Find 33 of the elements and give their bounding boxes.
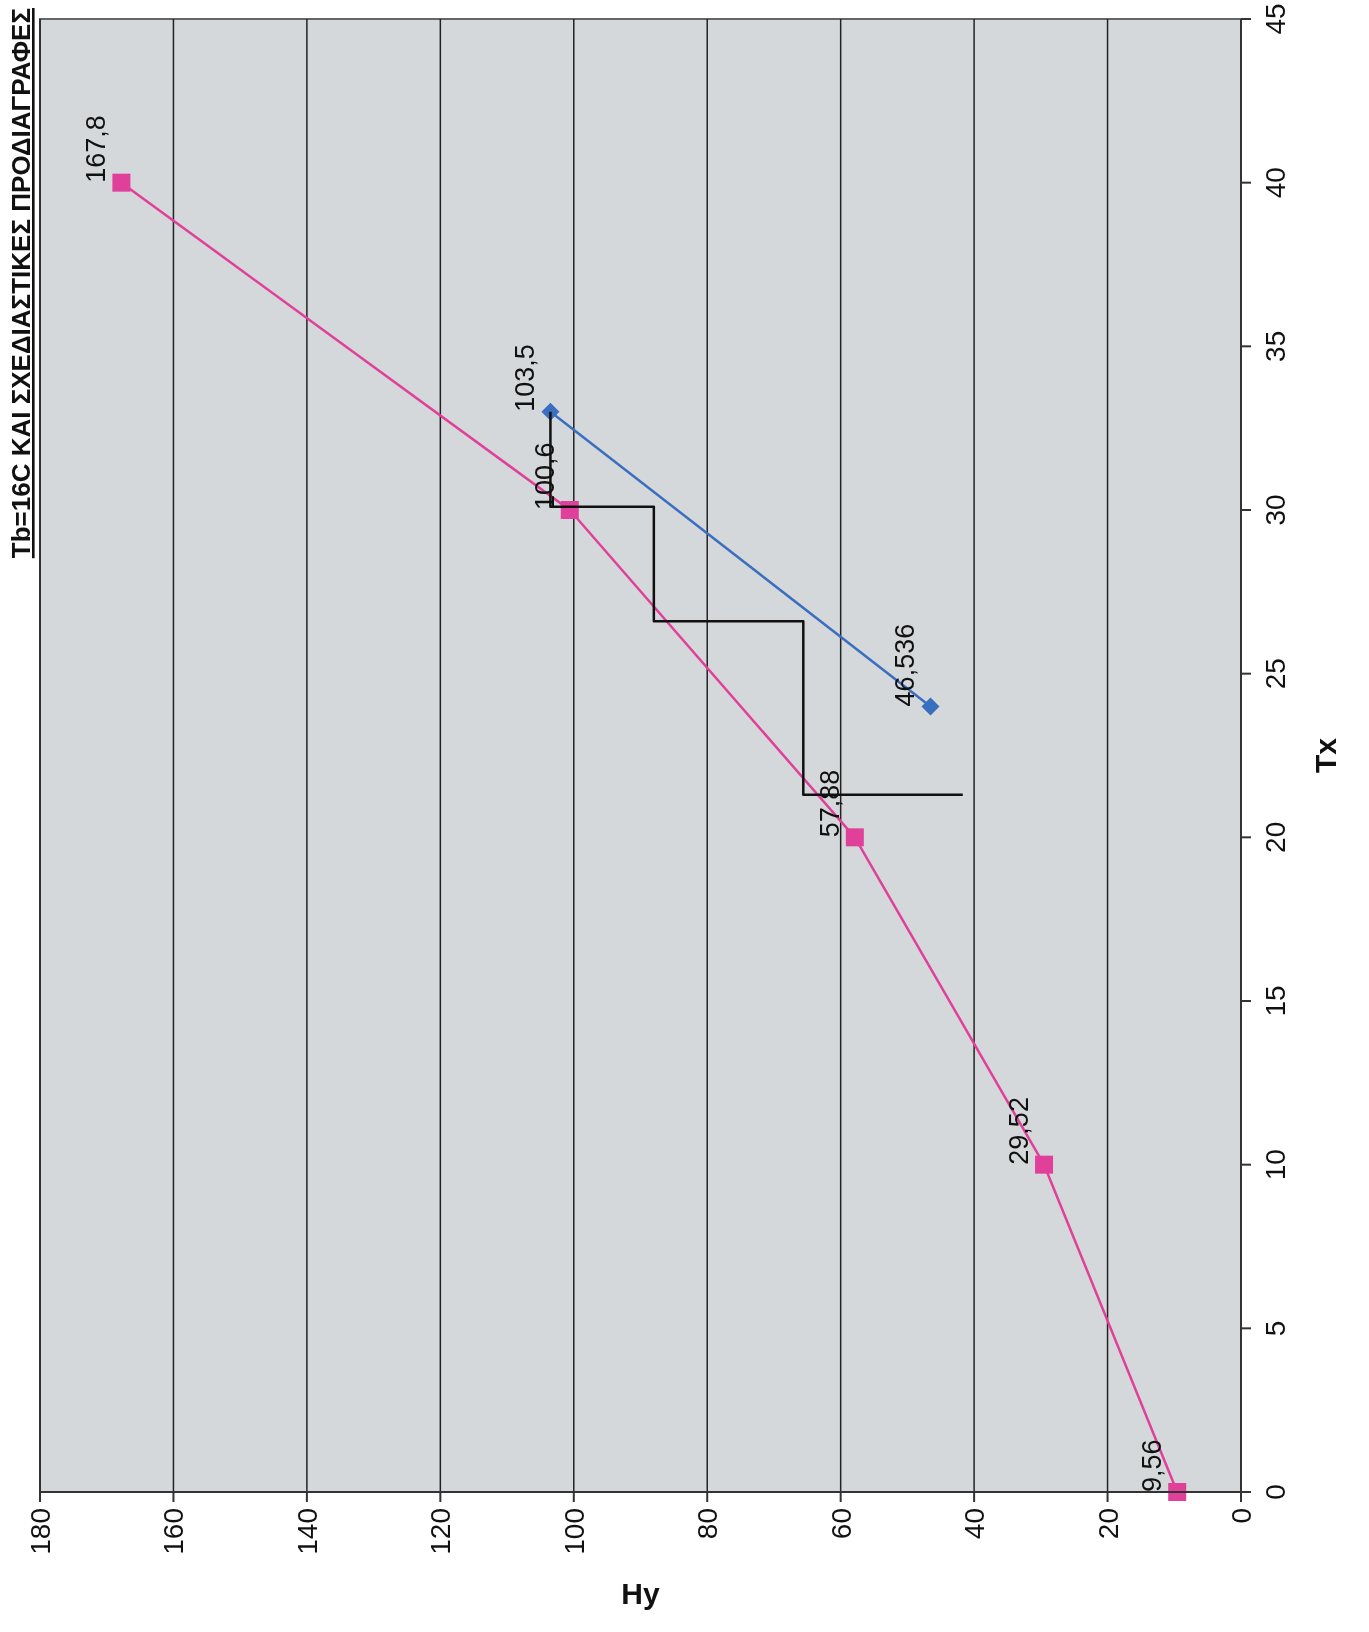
point <box>112 173 131 192</box>
annotation: 57,88 <box>814 769 845 838</box>
y-axis-title: Tx <box>1309 737 1342 774</box>
point <box>845 828 864 847</box>
annotation: 46,536 <box>890 623 921 707</box>
y-tick-label: 35 <box>1260 330 1291 362</box>
x-tick-label: 100 <box>558 1508 590 1555</box>
y-tick-label: 10 <box>1260 1149 1291 1181</box>
x-tick-label: 180 <box>25 1508 56 1555</box>
text: Tb=16C ΚΑΙ ΣΧΕΔΙΑΣΤΙΚΕΣ ΠΡΟΔΙΑΓΡΑΦΕΣ <box>6 8 36 559</box>
x-tick-label: 140 <box>291 1508 323 1555</box>
y-tick-label: 45 <box>1260 3 1291 35</box>
y-tick-label: 30 <box>1260 494 1291 526</box>
x-tick-label: 160 <box>158 1508 190 1555</box>
y-tick-label: 20 <box>1260 821 1291 853</box>
x-axis-title: Hy <box>621 1577 660 1610</box>
annotation: 29,52 <box>1004 1097 1035 1165</box>
y-tick-label: 5 <box>1260 1320 1291 1337</box>
annotation: 9,56 <box>1137 1439 1168 1492</box>
y-tick-label: 25 <box>1260 658 1291 690</box>
x-tick-label: 20 <box>1092 1508 1124 1540</box>
y-tick-label: 0 <box>1260 1484 1291 1500</box>
x-tick-label: 80 <box>692 1508 724 1540</box>
x-tick-label: 60 <box>825 1508 857 1540</box>
point <box>1035 1155 1054 1174</box>
annotation: 103,5 <box>510 344 541 412</box>
y-tick-label: 15 <box>1260 985 1291 1017</box>
annotation: 167,8 <box>81 115 112 183</box>
point <box>921 697 940 716</box>
x-tick-label: 0 <box>1226 1508 1257 1524</box>
y-tick-label: 40 <box>1260 167 1291 199</box>
x-tick-label: 120 <box>425 1508 457 1555</box>
x-tick-label: 40 <box>959 1508 991 1540</box>
